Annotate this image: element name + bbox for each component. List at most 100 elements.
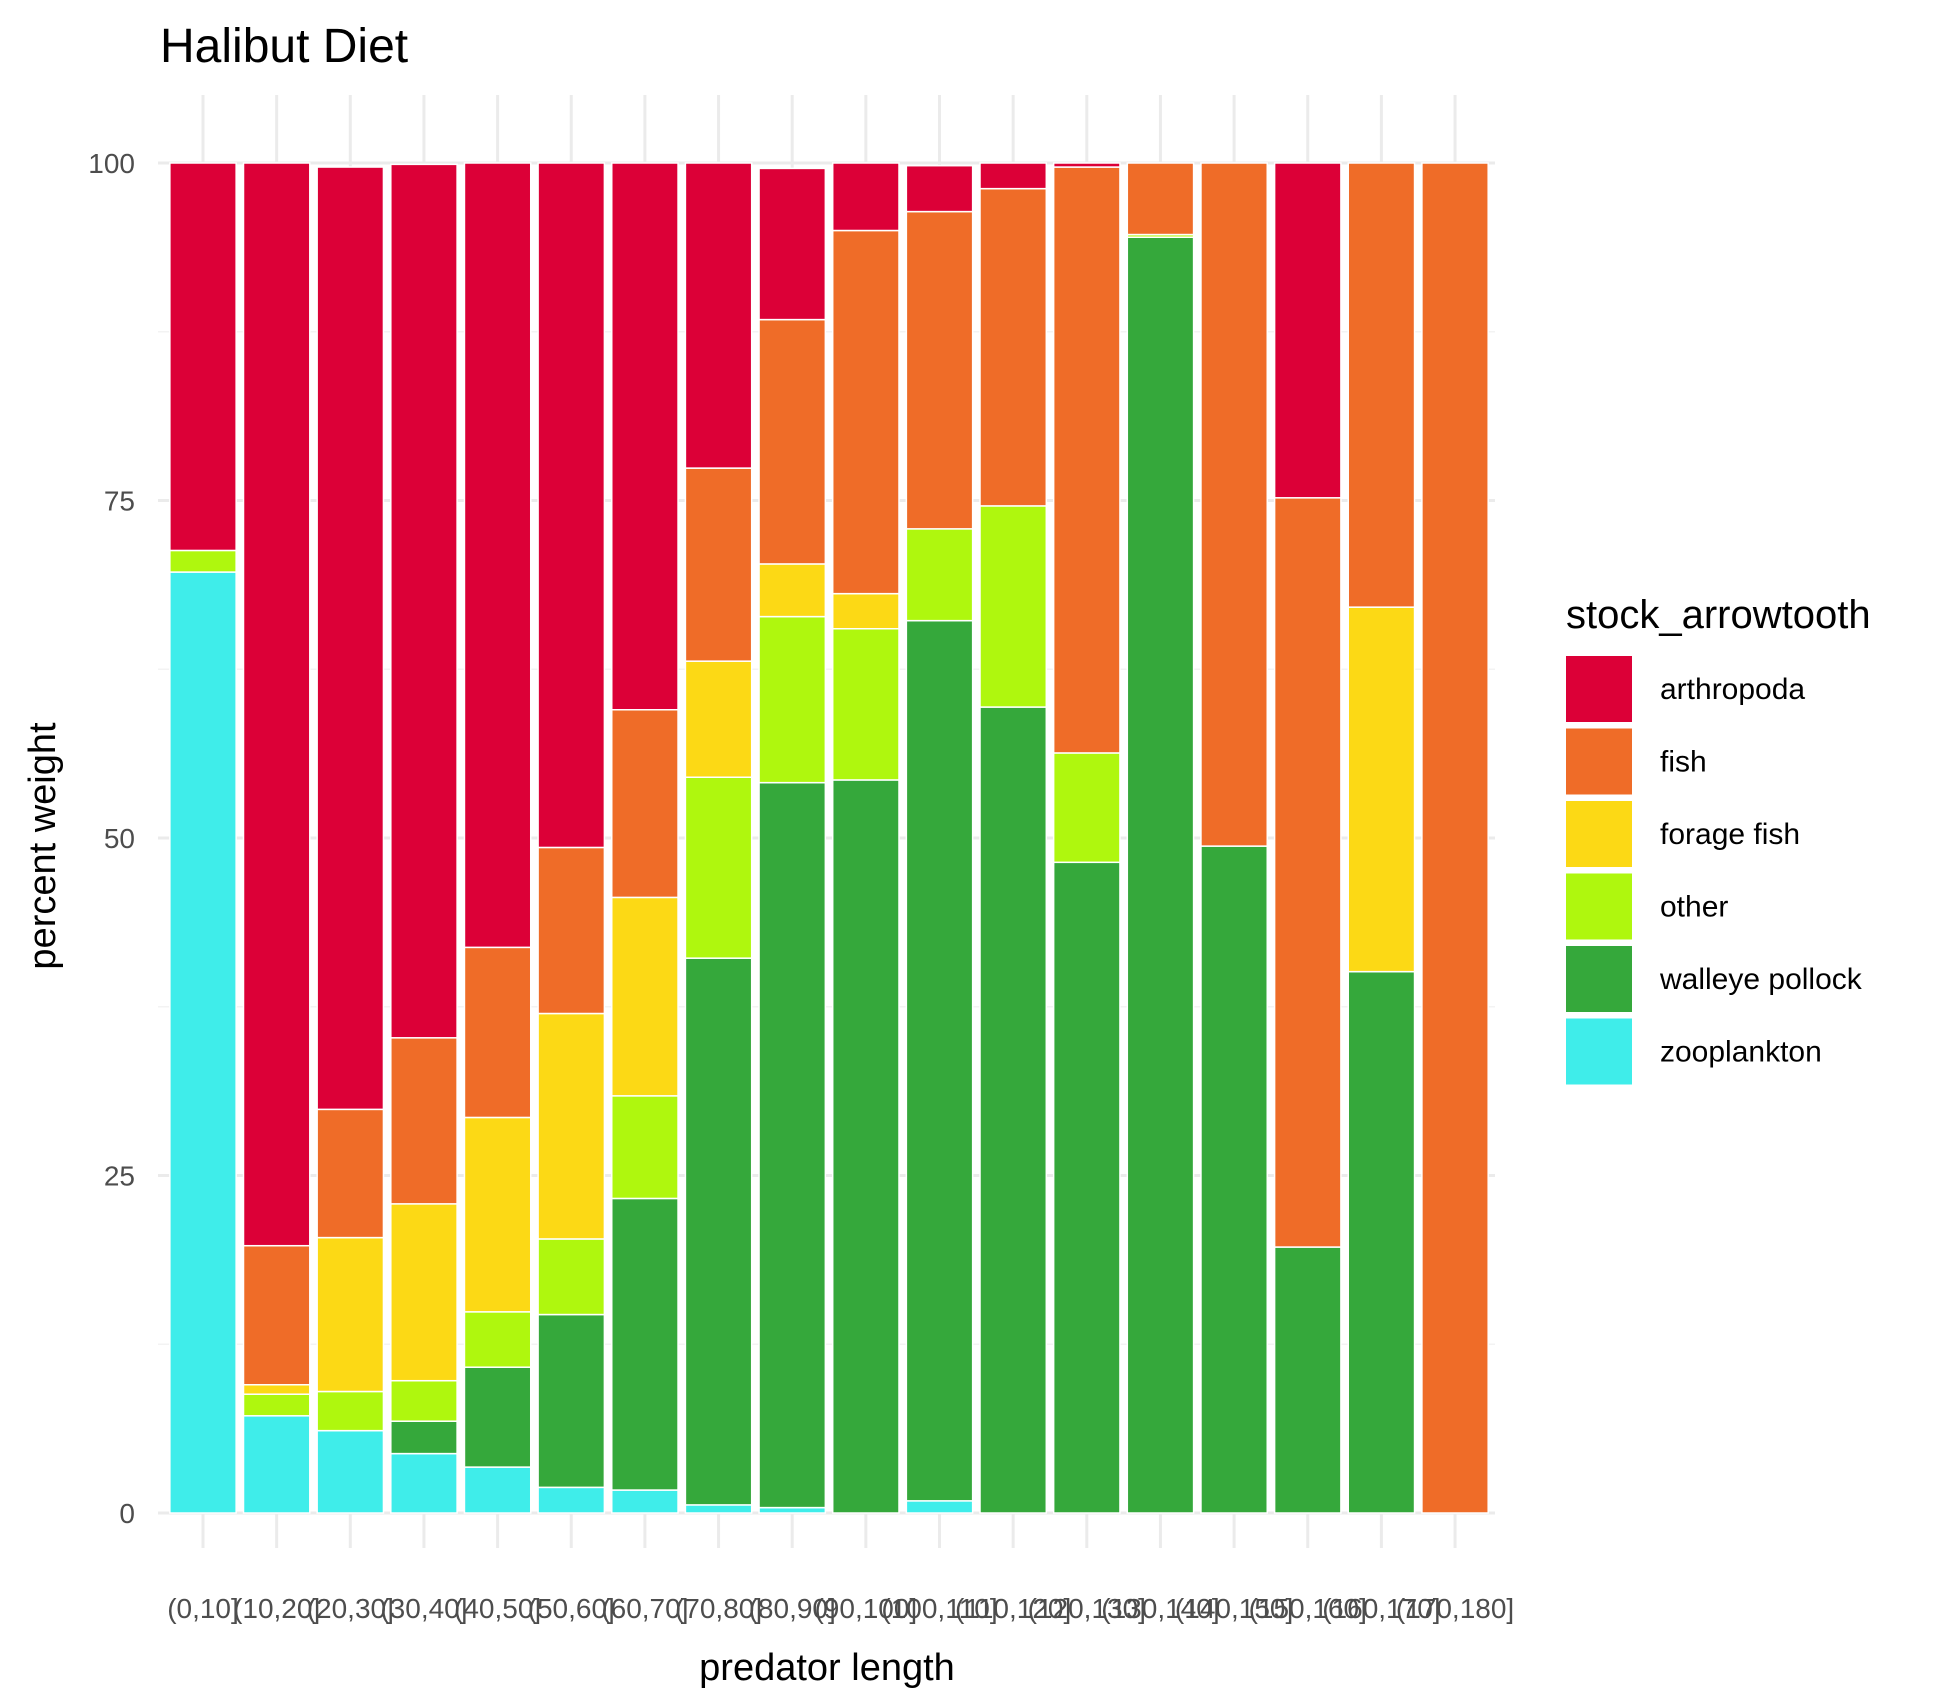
bar-segment [1126, 162, 1195, 236]
legend-item: walleye pollock [1566, 946, 1863, 1012]
y-tick-label: 50 [104, 823, 135, 854]
bar-segment [831, 162, 900, 232]
x-tick-label: (170,180] [1396, 1593, 1514, 1624]
bar-segment [463, 1116, 532, 1313]
bar-segment [611, 162, 679, 711]
bar-segment [611, 896, 679, 1097]
bar-segment [905, 164, 974, 213]
bars [169, 162, 1489, 1514]
bar-segment [463, 162, 532, 949]
x-tick-label: (120,130] [1028, 1593, 1146, 1624]
bar-segment [1052, 861, 1121, 1514]
bar-segment [537, 1238, 606, 1316]
bar-segment [1347, 606, 1416, 973]
bar-segment [390, 1452, 458, 1514]
legend-item: zooplankton [1566, 1018, 1822, 1085]
bar-segment [242, 1415, 311, 1514]
legend-key [1566, 946, 1632, 1012]
bar-segment [831, 779, 900, 1514]
bar-segment [831, 229, 900, 595]
legend-key [1566, 656, 1632, 722]
bar-segment [316, 1236, 385, 1393]
x-tick-label: (130,140] [1101, 1593, 1219, 1624]
legend: stock_arrowtooth arthropoda fish forage fi… [1566, 593, 1871, 1085]
bar-segment [611, 1095, 679, 1200]
legend-item: fish [1566, 728, 1707, 795]
legend-label: walleye pollock [1659, 963, 1863, 996]
bar-segment [242, 162, 311, 1247]
bar-segment [390, 1420, 458, 1455]
x-tick-label: (0,10] [167, 1593, 239, 1624]
bar-segment [1200, 162, 1268, 847]
x-tick-label: (90,100] [814, 1593, 917, 1624]
bar-segment [684, 467, 753, 662]
legend-label: arthropoda [1660, 673, 1805, 706]
bar-segment [905, 619, 974, 1502]
bar-segment [684, 957, 753, 1506]
bar-segment [611, 1489, 679, 1514]
bar-segment [758, 563, 827, 618]
bar-segment [463, 1466, 532, 1514]
bar-segment [1421, 162, 1489, 1514]
bar-segment [1273, 1246, 1342, 1514]
x-tick-label: (40,50] [454, 1593, 541, 1624]
bar-segment [1052, 166, 1121, 754]
legend-key [1566, 728, 1632, 795]
legend-item: arthropoda [1566, 656, 1805, 722]
bar-segment [242, 1393, 311, 1417]
bar-segment [611, 709, 679, 899]
bar-segment [758, 318, 827, 565]
x-tick-label: (80,90] [749, 1593, 836, 1624]
x-tick-label: (110,120] [955, 1593, 1071, 1624]
bar-segment [1052, 162, 1121, 168]
legend-title: stock_arrowtooth [1566, 593, 1871, 637]
plot-background [158, 95, 1495, 1548]
bar-segment [390, 1037, 458, 1205]
legend-key [1566, 801, 1632, 867]
bar-segment [758, 1506, 827, 1514]
bar-segment [684, 776, 753, 959]
bar-segment [242, 1384, 311, 1395]
legend-key [1566, 873, 1632, 940]
x-tick-label: (50,60] [528, 1593, 615, 1624]
bar-segment [684, 660, 753, 779]
bar-segment [758, 781, 827, 1509]
bar-segment [758, 615, 827, 784]
y-axis-title: percent weight [22, 722, 64, 970]
bar-segment [169, 162, 237, 552]
chart-title: Halibut Diet [160, 20, 408, 73]
bar-segment [979, 505, 1048, 708]
bar-segment [611, 1197, 679, 1491]
y-tick-label: 100 [88, 148, 135, 179]
bar-segment [979, 706, 1048, 1514]
bar-segment [463, 946, 532, 1119]
x-axis-title: predator length [699, 1647, 955, 1689]
bar-segment [390, 163, 458, 1039]
y-tick-label: 25 [104, 1161, 135, 1192]
x-tick-label: (30,40] [380, 1593, 467, 1624]
x-tick-label: (70,80] [675, 1593, 762, 1624]
x-tick-label: (140,150] [1175, 1593, 1293, 1624]
bar-segment [1347, 970, 1416, 1514]
bar-segment [1273, 162, 1342, 499]
legend-label: forage fish [1660, 818, 1800, 851]
bar-segment [390, 1379, 458, 1422]
legend-key [1566, 1018, 1632, 1085]
x-tick-label: (150,160] [1249, 1593, 1367, 1624]
bar-segment [1347, 162, 1416, 608]
y-tick-label: 75 [104, 486, 135, 517]
bar-segment [684, 162, 753, 469]
bar-segment [169, 571, 237, 1514]
legend-label: other [1660, 891, 1728, 924]
y-tick-label: 0 [119, 1498, 135, 1529]
bar-segment [831, 592, 900, 630]
bar-segment [758, 167, 827, 321]
bar-segment [1126, 236, 1195, 1514]
bar-segment [1200, 845, 1268, 1514]
legend-item: forage fish [1566, 801, 1800, 867]
bar-segment [979, 187, 1048, 507]
legend-item: other [1566, 873, 1728, 940]
x-tick-label: (20,30] [307, 1593, 394, 1624]
bar-segment [316, 1390, 385, 1432]
